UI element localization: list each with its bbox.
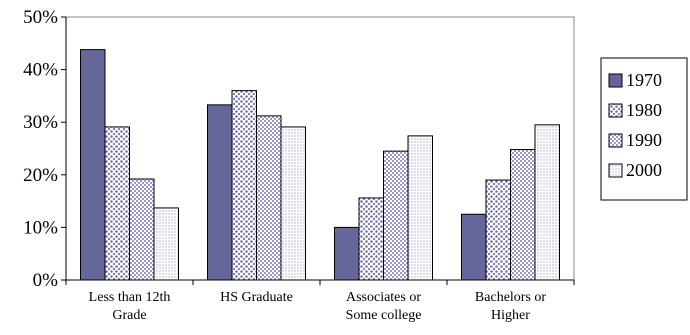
x-category-label: HS Graduate <box>220 290 293 305</box>
bar-1970-3 <box>461 213 487 281</box>
y-tick-label: 20% <box>23 165 58 186</box>
bar-1980-0 <box>104 126 130 281</box>
bar-2000-0 <box>153 207 179 281</box>
bar-1990-0 <box>129 178 155 281</box>
plot-area <box>65 16 575 281</box>
legend-swatch-1970 <box>608 73 623 88</box>
legend-swatch-2000 <box>608 163 623 178</box>
bar-2000-1 <box>280 126 306 281</box>
bar-1990-3 <box>510 149 536 281</box>
bar-1980-2 <box>358 197 384 281</box>
legend-label-1980: 1980 <box>626 100 662 120</box>
x-axis: Less than 12th Grade HS Graduate Associates… <box>65 279 575 323</box>
bar-1970-1 <box>207 104 233 281</box>
y-tick-label: 10% <box>23 217 58 238</box>
bar-2000-2 <box>407 135 433 281</box>
legend-swatch-1990 <box>608 133 623 148</box>
bar-1970-2 <box>334 226 360 281</box>
legend-label-1990: 1990 <box>626 130 662 150</box>
bar-1990-2 <box>383 150 409 281</box>
legend: 1970 1980 1990 2000 <box>600 57 688 201</box>
y-tick-label: 40% <box>23 60 58 81</box>
y-tick-label: 0% <box>33 270 59 291</box>
legend-swatch-1980 <box>608 103 623 118</box>
bar-1980-3 <box>485 179 511 281</box>
bar-1970-0 <box>80 49 106 281</box>
legend-label-2000: 2000 <box>626 160 662 180</box>
y-axis: 0% 10% 20% 30% 40% 50% <box>23 7 67 291</box>
y-tick-label: 50% <box>23 7 58 28</box>
x-category-label: Less than 12th Grade <box>89 290 171 323</box>
x-category-label: Associates or Some college <box>346 290 422 323</box>
legend-label-1970: 1970 <box>626 70 662 90</box>
bar-1990-1 <box>256 115 282 281</box>
x-category-label: Bachelors or Higher <box>475 290 546 323</box>
y-tick-label: 30% <box>23 112 58 133</box>
bar-2000-3 <box>534 124 560 281</box>
bar-1980-1 <box>231 90 257 281</box>
